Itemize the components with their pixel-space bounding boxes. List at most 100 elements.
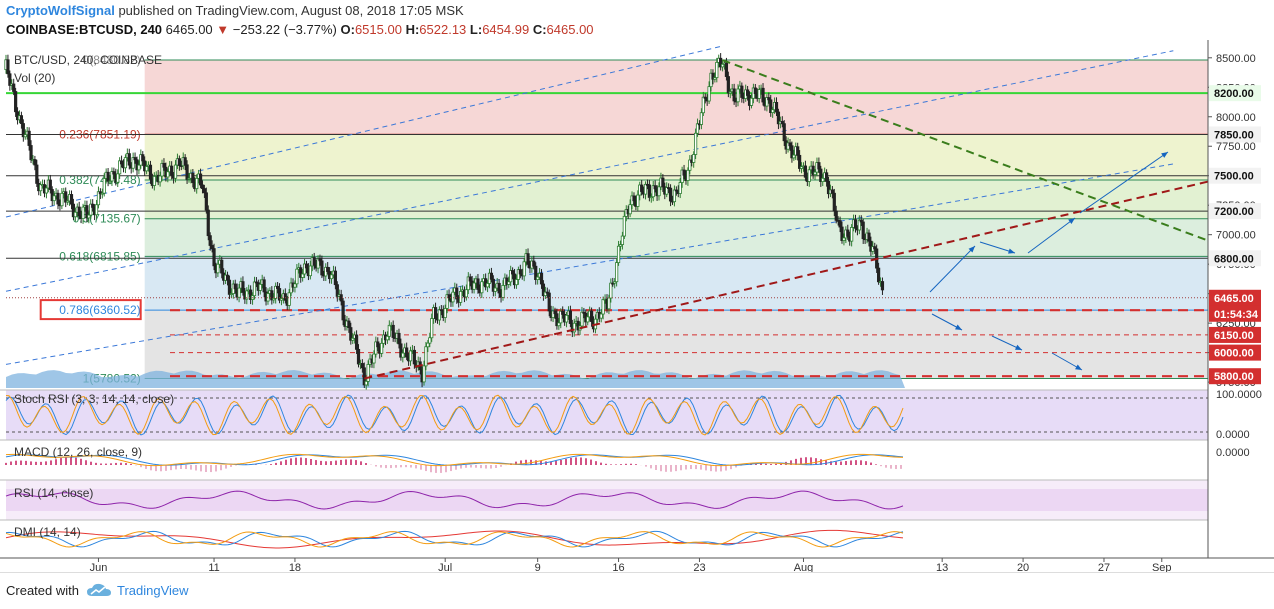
candle-body [526, 253, 530, 265]
candle-body [52, 195, 56, 202]
candle-body [611, 282, 615, 285]
candle-body [283, 293, 287, 301]
trading-chart[interactable]: 0(8480.82)0.236(7851.19)0.382(7463.48)0.… [0, 40, 1274, 572]
arrow-down-2-head [1015, 344, 1022, 350]
candle-body [489, 272, 494, 280]
arrow-up-3-head [1161, 152, 1168, 158]
candle-body [749, 97, 754, 106]
candle-body [557, 322, 561, 327]
candle-body [252, 281, 257, 297]
author-name[interactable]: CryptoWolfSignal [6, 3, 115, 18]
candle-body [397, 332, 401, 345]
candle-body [208, 235, 212, 246]
channel-line-2 [5, 45, 723, 218]
candle-body [266, 293, 270, 302]
candle-body [767, 97, 771, 101]
candle-body [430, 318, 434, 339]
candle-body [493, 287, 497, 292]
candle-body [826, 181, 831, 195]
candle-body [447, 294, 451, 298]
candle-body [668, 187, 673, 202]
candle-body [536, 276, 540, 280]
tradingview-brand[interactable]: TradingView [117, 583, 189, 598]
candle-body [272, 298, 276, 301]
candle-body [640, 184, 644, 192]
candle-body [620, 235, 625, 245]
candle-body [713, 77, 717, 80]
candle-body [424, 346, 428, 367]
candle-body [846, 229, 850, 237]
candle-body [618, 244, 623, 247]
candle-body [94, 204, 99, 216]
candle-body [143, 160, 147, 172]
candle-body [709, 72, 713, 88]
candle-body [428, 337, 432, 344]
candle-body [867, 232, 871, 242]
candle-body [316, 258, 320, 269]
candle-body [869, 240, 873, 252]
candle-body [276, 285, 280, 289]
candle-body [202, 188, 207, 194]
level-tag-7850-bg [1209, 126, 1261, 143]
candle-body [326, 266, 330, 272]
candle-body [100, 192, 104, 195]
close-value: 6465.00 [546, 22, 594, 37]
arrow-down-1-head [955, 324, 962, 330]
volume-series [6, 370, 905, 388]
candle-body [649, 196, 653, 199]
time-tick-label: Jun [90, 562, 108, 572]
candle-body [746, 89, 750, 96]
candle-body [195, 177, 199, 190]
candle-body [776, 111, 781, 125]
quote-line: COINBASE:BTCUSD, 240 6465.00 ▼ −253.22 (… [6, 22, 594, 37]
candle-body [385, 335, 390, 341]
level-tag-5800: 5800.00 [1214, 371, 1254, 383]
high-label: H: [405, 22, 420, 37]
candle-body [561, 310, 565, 315]
candle-body [522, 261, 526, 277]
falling-trendline [722, 59, 1209, 242]
volume-legend: Vol (20) [14, 71, 55, 85]
rsi-legend: RSI (14, close) [14, 486, 93, 500]
countdown-tag: 01:54:34 [1214, 309, 1259, 321]
candle-body [682, 169, 686, 176]
time-tick-label: Aug [794, 562, 814, 572]
candle-body [335, 284, 339, 297]
pane-dmi [6, 520, 1208, 558]
rsi-line [5, 490, 904, 510]
symbol-legend: BTC/USD, 240, COINBASE [14, 53, 162, 67]
candle-body [204, 192, 208, 211]
candle-body [183, 157, 187, 166]
candle-body [362, 367, 366, 386]
candle-body [6, 59, 10, 75]
candle-body [632, 195, 636, 202]
fib-label-0.786: 0.786(6360.52) [59, 303, 140, 317]
tradingview-cloud-icon[interactable] [86, 582, 112, 603]
candle-body [112, 171, 116, 175]
candle-body [782, 123, 786, 142]
candle-body [399, 343, 403, 358]
open-value: 6515.00 [354, 22, 402, 37]
candle-body [279, 298, 284, 301]
open-label: O: [340, 22, 355, 37]
candle-body [838, 220, 842, 228]
candle-body [568, 310, 573, 324]
candle-body [137, 164, 141, 171]
candle-body [123, 157, 128, 169]
candle-body [277, 288, 282, 301]
candle-body [185, 164, 189, 180]
candle-body [497, 282, 501, 294]
candle-body [206, 209, 210, 237]
level-tag-6000-bg [1209, 344, 1261, 361]
candle-body [628, 204, 632, 215]
candle-body [354, 334, 359, 350]
candle-body [412, 349, 416, 365]
price-tick-label: 7750.00 [1216, 141, 1256, 153]
time-tick-label: 11 [208, 562, 219, 572]
fib-label-0: 0(8480.82) [83, 53, 141, 67]
candle-body [119, 160, 124, 165]
candle-body [686, 169, 690, 181]
candle-body [191, 172, 195, 183]
candle-body [50, 189, 54, 202]
rsi-band [6, 489, 1208, 511]
